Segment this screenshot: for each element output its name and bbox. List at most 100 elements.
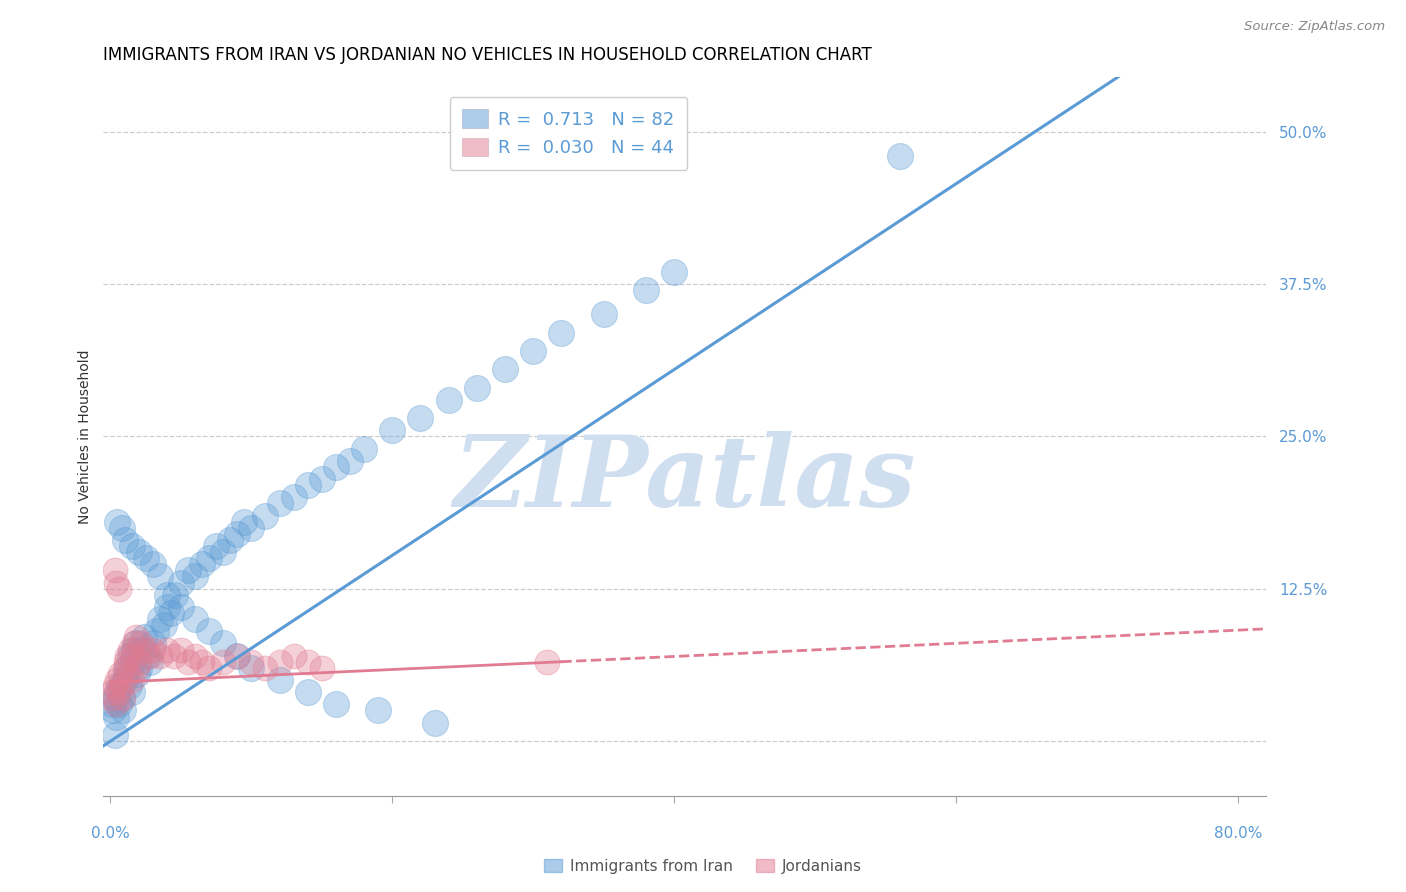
Legend: R =  0.713   N = 82, R =  0.030   N = 44: R = 0.713 N = 82, R = 0.030 N = 44	[450, 96, 688, 169]
Point	[205, 539, 228, 553]
Point	[105, 575, 128, 590]
Point	[177, 563, 200, 577]
Point	[254, 661, 277, 675]
Point	[111, 521, 134, 535]
Point	[128, 655, 150, 669]
Point	[198, 661, 221, 675]
Point	[269, 655, 291, 669]
Point	[127, 667, 149, 681]
Point	[889, 149, 911, 163]
Point	[142, 558, 165, 572]
Point	[184, 612, 207, 626]
Point	[160, 606, 183, 620]
Point	[125, 636, 148, 650]
Point	[311, 472, 333, 486]
Point	[120, 648, 142, 663]
Point	[550, 326, 572, 340]
Point	[339, 453, 361, 467]
Point	[104, 728, 127, 742]
Point	[118, 667, 141, 681]
Point	[111, 679, 134, 693]
Point	[104, 679, 127, 693]
Point	[367, 703, 389, 717]
Point	[125, 631, 148, 645]
Point	[124, 636, 146, 650]
Point	[115, 655, 138, 669]
Point	[634, 283, 657, 297]
Point	[142, 642, 165, 657]
Legend: Immigrants from Iran, Jordanians: Immigrants from Iran, Jordanians	[538, 853, 868, 880]
Point	[103, 703, 125, 717]
Point	[325, 698, 347, 712]
Point	[662, 265, 685, 279]
Point	[219, 533, 242, 547]
Point	[101, 685, 124, 699]
Point	[122, 648, 145, 663]
Point	[212, 545, 235, 559]
Point	[254, 508, 277, 523]
Point	[128, 661, 150, 675]
Point	[198, 624, 221, 639]
Point	[122, 655, 145, 669]
Point	[184, 569, 207, 583]
Point	[114, 661, 136, 675]
Point	[108, 685, 131, 699]
Point	[353, 442, 375, 456]
Point	[118, 679, 141, 693]
Point	[522, 344, 544, 359]
Point	[283, 490, 305, 504]
Point	[191, 558, 214, 572]
Point	[226, 526, 249, 541]
Point	[325, 459, 347, 474]
Point	[103, 691, 125, 706]
Point	[112, 703, 135, 717]
Point	[297, 685, 319, 699]
Point	[423, 715, 446, 730]
Point	[240, 661, 263, 675]
Point	[110, 679, 132, 693]
Text: 0.0%: 0.0%	[91, 826, 129, 841]
Point	[107, 515, 129, 529]
Point	[145, 624, 167, 639]
Point	[494, 362, 516, 376]
Point	[156, 588, 179, 602]
Point	[156, 599, 179, 614]
Point	[311, 661, 333, 675]
Point	[163, 648, 186, 663]
Point	[120, 642, 142, 657]
Point	[156, 642, 179, 657]
Y-axis label: No Vehicles in Household: No Vehicles in Household	[79, 349, 93, 524]
Point	[269, 496, 291, 510]
Point	[135, 551, 157, 566]
Point	[104, 691, 127, 706]
Point	[240, 521, 263, 535]
Point	[115, 667, 138, 681]
Point	[381, 423, 404, 437]
Point	[177, 655, 200, 669]
Point	[108, 582, 131, 596]
Point	[134, 631, 156, 645]
Point	[269, 673, 291, 687]
Point	[536, 655, 558, 669]
Point	[170, 599, 193, 614]
Point	[170, 642, 193, 657]
Point	[117, 661, 139, 675]
Point	[104, 563, 127, 577]
Point	[112, 691, 135, 706]
Point	[135, 642, 157, 657]
Point	[409, 411, 432, 425]
Point	[142, 636, 165, 650]
Point	[131, 642, 153, 657]
Point	[121, 685, 143, 699]
Point	[139, 655, 162, 669]
Point	[127, 661, 149, 675]
Point	[212, 636, 235, 650]
Text: ZIPatlas: ZIPatlas	[454, 431, 915, 528]
Point	[105, 698, 128, 712]
Point	[111, 691, 134, 706]
Point	[170, 575, 193, 590]
Point	[124, 642, 146, 657]
Point	[226, 648, 249, 663]
Point	[198, 551, 221, 566]
Point	[149, 648, 172, 663]
